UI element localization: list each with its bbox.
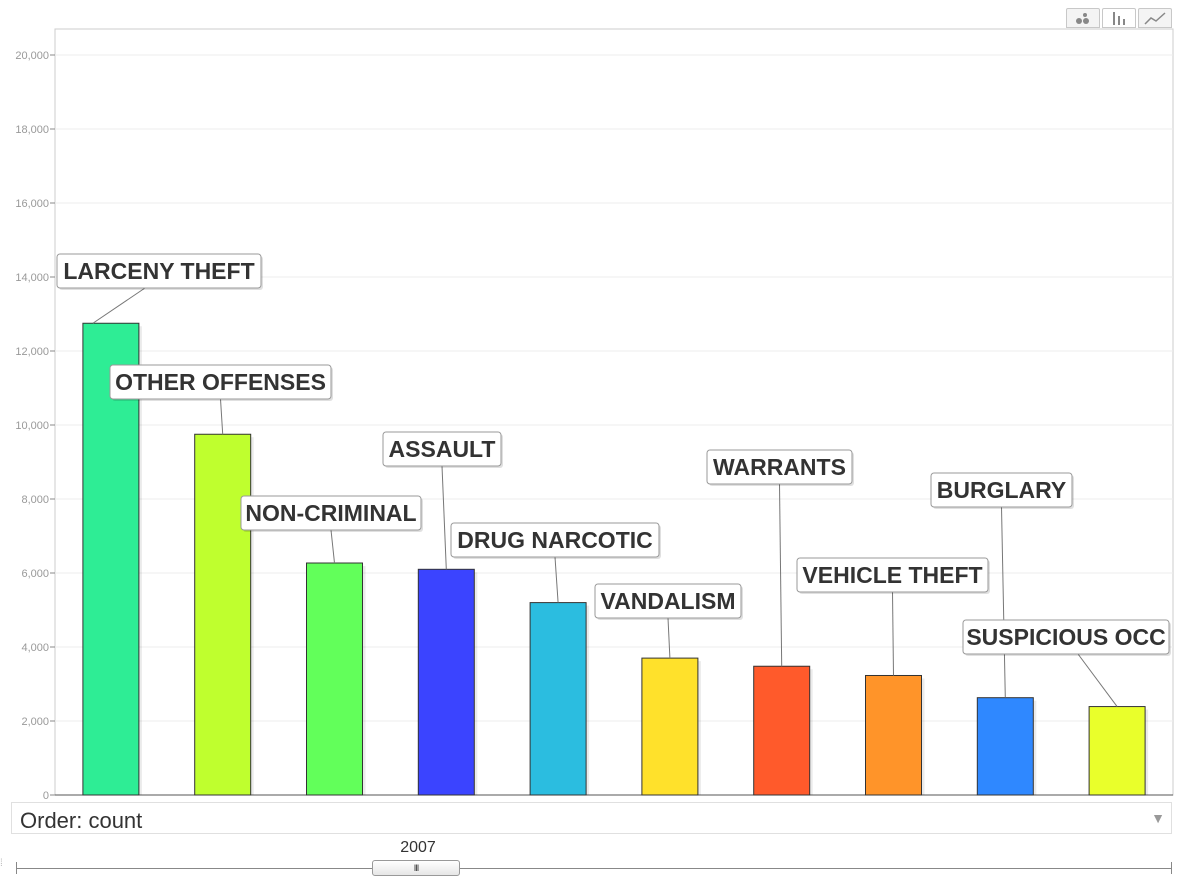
label-leader	[220, 398, 224, 435]
bar	[82, 322, 140, 796]
bar	[529, 602, 587, 796]
category-label: DRUG NARCOTIC	[457, 527, 653, 553]
category-label-box	[240, 495, 422, 531]
bubble-view-icon	[1076, 13, 1089, 24]
category-label: NON-CRIMINAL	[245, 500, 416, 526]
bar-view-icon	[1113, 12, 1125, 25]
label-leader	[441, 465, 447, 570]
bar-chart: 0 2,000 4,000 6,000 8,000 10,000 12,000 14,000 1…	[15, 28, 1174, 800]
label-leader	[92, 287, 146, 324]
bar	[194, 433, 252, 796]
order-dropdown[interactable]: Order: count ▼	[11, 802, 1172, 834]
y-tick-label: 0	[43, 790, 49, 800]
category-label: LARCENY THEFT	[63, 258, 254, 284]
category-label-box	[962, 619, 1170, 655]
bar	[417, 568, 475, 796]
category-label: SUSPICIOUS OCC	[966, 624, 1165, 650]
label-leader	[892, 591, 894, 676]
category-label-box	[930, 472, 1073, 508]
bar	[1088, 706, 1146, 796]
slider-end-tick	[1171, 862, 1172, 874]
label-leader	[1001, 506, 1006, 698]
category-label: ASSAULT	[389, 436, 496, 462]
y-tick-label: 8,000	[21, 494, 49, 506]
category-label: BURGLARY	[937, 477, 1066, 503]
y-tick-label: 2,000	[21, 716, 49, 728]
bar-chart-tab[interactable]	[1102, 8, 1136, 28]
category-label-box	[109, 364, 332, 400]
y-tick-label: 12,000	[15, 346, 49, 358]
y-tick-label: 10,000	[15, 420, 49, 432]
y-tick-label: 16,000	[15, 198, 49, 210]
bar	[306, 562, 363, 796]
label-leader	[554, 556, 559, 603]
label-leader	[1077, 653, 1118, 707]
label-leader	[330, 529, 335, 564]
slider-track[interactable]	[16, 868, 1172, 869]
bar	[753, 665, 811, 796]
time-slider: ⁞ 2007 III	[0, 836, 1177, 890]
bar	[865, 674, 922, 796]
category-label-box	[706, 449, 853, 485]
slider-thumb[interactable]: III	[372, 860, 460, 876]
order-label: Order: count	[20, 808, 143, 833]
label-leader	[667, 617, 671, 659]
play-handle-icon[interactable]: ⁞	[0, 858, 3, 869]
category-label-box	[796, 557, 989, 593]
bar	[976, 697, 1034, 796]
bubble-chart-tab[interactable]	[1066, 8, 1100, 28]
category-label: VEHICLE THEFT	[802, 562, 982, 588]
y-tick-label: 14,000	[15, 272, 49, 284]
view-switcher	[1064, 8, 1172, 28]
category-label: VANDALISM	[600, 588, 735, 614]
y-tick-label: 4,000	[21, 642, 49, 654]
category-label: WARRANTS	[713, 454, 846, 480]
category-label-box	[594, 583, 742, 619]
category-label-box	[382, 431, 502, 467]
y-tick-label: 6,000	[21, 568, 49, 580]
label-leader	[779, 483, 783, 667]
y-tick-label: 18,000	[15, 124, 49, 136]
category-label-box	[56, 253, 262, 289]
bar	[641, 657, 699, 796]
category-label: OTHER OFFENSES	[115, 369, 326, 395]
chevron-down-icon: ▼	[1151, 810, 1165, 826]
year-label: 2007	[400, 839, 436, 856]
slider-start-tick	[16, 862, 17, 874]
y-tick-label: 20,000	[15, 50, 49, 62]
category-label-box	[450, 522, 660, 558]
line-chart-tab[interactable]	[1138, 8, 1172, 28]
line-view-icon	[1144, 12, 1166, 25]
